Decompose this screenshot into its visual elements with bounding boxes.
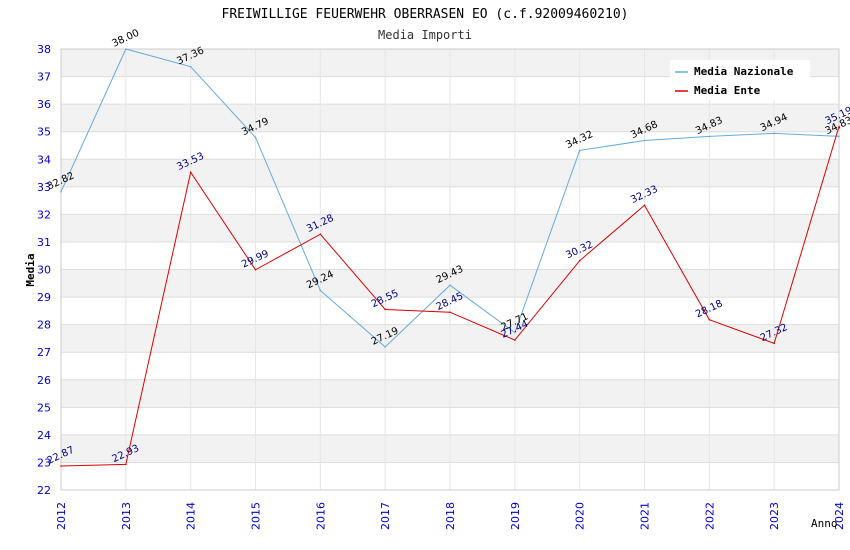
point-ente	[449, 311, 451, 314]
point-ente	[578, 259, 581, 262]
y-tick-label: 34	[37, 153, 51, 166]
point-nazionale	[384, 346, 386, 348]
x-tick-label: 2019	[509, 502, 522, 530]
y-axis-ticks: 22 23 24 25 26 27 28 29 30 31 32 33 34 35 36 37 38	[37, 43, 51, 497]
legend-label-ente: Media Ente	[694, 84, 761, 97]
x-tick-label: 2013	[120, 502, 133, 530]
y-tick-label: 36	[37, 98, 51, 111]
x-tick-label: 2017	[379, 502, 392, 530]
y-tick-label: 23	[37, 456, 51, 469]
point-nazionale	[319, 289, 322, 292]
data-label-nazionale: 38.00	[110, 28, 141, 50]
point-nazionale	[60, 190, 62, 193]
point-nazionale	[125, 48, 127, 50]
y-tick-label: 24	[37, 429, 51, 442]
y-tick-label: 27	[37, 346, 51, 359]
point-ente	[643, 204, 646, 207]
x-axis-ticks: 2012 2013 2014 2015 2016 2017 2018 2019 2020 2021…	[55, 502, 846, 530]
plot-frame	[60, 48, 840, 491]
grid-lines	[60, 48, 840, 491]
point-ente	[708, 318, 711, 321]
point-ente	[384, 308, 386, 311]
point-nazionale	[254, 136, 257, 139]
x-tick-label: 2022	[703, 502, 716, 530]
point-nazionale	[189, 65, 192, 68]
x-tick-label: 2023	[768, 502, 781, 530]
point-nazionale	[643, 139, 646, 142]
point-ente	[838, 125, 840, 128]
legend-box	[670, 60, 810, 100]
point-ente	[189, 171, 192, 174]
point-nazionale	[514, 331, 516, 334]
y-tick-label: 25	[37, 401, 51, 414]
x-tick-label: 2020	[574, 502, 587, 530]
point-nazionale	[708, 135, 711, 138]
x-tick-label: 2012	[55, 502, 68, 530]
y-tick-label: 26	[37, 374, 51, 387]
x-tick-label: 2016	[314, 502, 327, 530]
y-tick-label: 32	[37, 208, 51, 221]
y-tick-label: 38	[37, 43, 51, 56]
y-tick-label: 28	[37, 319, 51, 332]
y-tick-label: 31	[37, 236, 51, 249]
x-tick-label: 2018	[444, 502, 457, 530]
x-tick-label: 2024	[833, 502, 846, 530]
point-ente	[125, 463, 127, 466]
x-tick-label: 2021	[639, 502, 652, 530]
point-ente	[514, 339, 516, 341]
y-tick-label: 29	[37, 291, 51, 304]
legend-label-nazionale: Media Nazionale	[694, 65, 794, 78]
y-tick-label: 35	[37, 126, 51, 139]
point-ente	[60, 465, 62, 467]
point-nazionale	[838, 135, 840, 138]
chart-subtitle: Media Importi	[378, 28, 472, 42]
point-nazionale	[449, 284, 451, 287]
y-tick-label: 33	[37, 181, 51, 194]
legend: Media Nazionale Media Ente	[670, 60, 810, 100]
y-tick-label: 30	[37, 264, 51, 277]
series-lines	[60, 48, 840, 467]
point-nazionale	[773, 132, 775, 135]
chart-title: FREIWILLIGE FEUERWEHR OBERRASEN EO (c.f.…	[222, 7, 629, 22]
x-tick-label: 2014	[185, 502, 198, 530]
x-tick-label: 2015	[250, 502, 263, 530]
y-axis-label: Media	[24, 253, 37, 286]
y-tick-label: 37	[37, 71, 51, 84]
point-ente	[254, 268, 257, 271]
point-ente	[319, 233, 322, 236]
point-nazionale	[578, 149, 581, 152]
x-axis-label: Anno	[811, 517, 838, 530]
y-tick-label: 22	[37, 484, 51, 497]
point-ente	[773, 342, 775, 345]
